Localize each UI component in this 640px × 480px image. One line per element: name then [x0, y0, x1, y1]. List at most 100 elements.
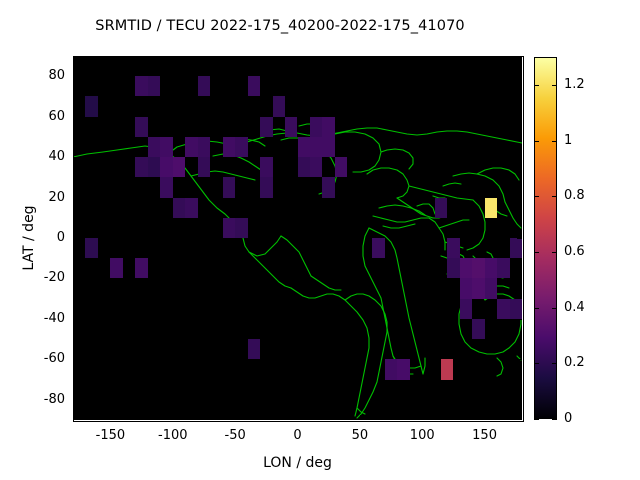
x-tick-mark	[297, 56, 299, 61]
heatmap-cell	[85, 96, 98, 117]
heatmap-cell	[260, 157, 273, 178]
x-tick-label: 150	[472, 428, 497, 443]
colorbar-tick-label: 0.6	[564, 243, 585, 259]
heatmap-cell	[372, 238, 385, 259]
y-tick-label: 60	[48, 108, 65, 124]
heatmap-cell	[185, 197, 198, 218]
heatmap-cell	[135, 116, 148, 137]
heatmap-cell	[235, 217, 248, 238]
heatmap-cell	[135, 76, 148, 97]
page-title: SRMTID / TECU 2022-175_40200-2022-175_41…	[95, 18, 465, 34]
colorbar-tick-mark	[534, 307, 539, 309]
heatmap-cell	[334, 157, 348, 178]
heatmap-cell	[185, 136, 198, 158]
heatmap-cell	[459, 278, 473, 299]
colorbar-tick-mark	[552, 419, 557, 420]
colorbar-tick-label: 0.4	[564, 299, 585, 315]
heatmap-cell	[197, 76, 211, 97]
y-tick-label: -60	[43, 351, 65, 367]
heatmap-cell	[110, 258, 123, 279]
heatmap-cell	[147, 157, 161, 178]
x-tick-label: 0	[293, 428, 302, 443]
x-tick-mark	[359, 415, 361, 420]
y-tick-label: -20	[43, 270, 65, 286]
colorbar-tick-mark	[552, 251, 557, 253]
heatmap-cell	[235, 136, 248, 158]
y-tick-mark	[517, 318, 522, 320]
colorbar-tick-label: 1.2	[564, 76, 585, 92]
heatmap-cell	[222, 177, 236, 198]
y-tick-mark	[73, 197, 78, 199]
x-tick-label: 50	[351, 428, 369, 443]
colorbar-tick-mark	[552, 196, 557, 198]
y-tick-mark	[73, 359, 78, 361]
y-tick-mark	[517, 76, 522, 78]
x-axis-title: LON / deg	[263, 455, 332, 471]
y-tick-mark	[517, 278, 522, 280]
y-tick-mark	[73, 157, 78, 159]
heatmap-cell	[322, 136, 335, 158]
heatmap-cell	[472, 318, 485, 340]
heatmap-cell	[397, 359, 410, 380]
x-tick-label: -100	[158, 428, 188, 443]
y-tick-mark	[73, 399, 78, 401]
heatmap-cell	[484, 197, 498, 218]
heatmap-cell	[322, 177, 335, 198]
y-tick-mark	[73, 238, 78, 239]
x-tick-mark	[172, 415, 174, 420]
heatmap-cell	[297, 157, 310, 178]
heatmap-cell	[197, 136, 211, 158]
heatmap-cell	[484, 258, 498, 279]
heatmap-cell	[147, 136, 161, 158]
colorbar-tick-mark	[552, 140, 557, 142]
colorbar-tick-mark	[534, 84, 539, 86]
colorbar-tick-mark	[534, 140, 539, 142]
y-tick-mark	[517, 359, 522, 361]
y-tick-mark	[73, 76, 78, 78]
colorbar-tick-label: 0	[564, 411, 573, 426]
y-tick-label: -40	[43, 310, 65, 326]
heatmap-cell	[85, 238, 98, 259]
heatmap-cell	[509, 298, 522, 319]
heatmap-cell	[247, 76, 261, 97]
heatmap-cell	[459, 298, 473, 319]
x-tick-mark	[484, 415, 486, 420]
heatmap-cell	[459, 258, 473, 279]
heatmap-cells	[73, 56, 522, 420]
y-tick-mark	[517, 157, 522, 159]
x-tick-mark	[235, 415, 237, 420]
heatmap-cell	[497, 298, 510, 319]
y-tick-mark	[517, 116, 522, 118]
heatmap-cell	[272, 96, 286, 117]
x-tick-label: 100	[409, 428, 435, 443]
y-tick-label: 0	[56, 230, 65, 245]
colorbar-tick-mark	[534, 363, 539, 365]
heatmap-cell	[135, 157, 148, 178]
heatmap-cell	[222, 217, 236, 238]
heatmap-cell	[509, 238, 522, 259]
heatmap-cell	[172, 197, 186, 218]
heatmap-cell	[309, 136, 323, 158]
colorbar	[534, 57, 557, 419]
y-tick-label: 40	[48, 149, 65, 165]
y-tick-mark	[517, 238, 522, 239]
heatmap-cell	[260, 116, 273, 137]
x-tick-mark	[297, 415, 299, 420]
heatmap-cell	[497, 258, 510, 279]
colorbar-tick-mark	[534, 251, 539, 253]
y-tick-mark	[517, 197, 522, 199]
x-tick-label: -150	[95, 428, 126, 443]
colorbar-gradient	[534, 57, 557, 419]
colorbar-tick-label: 0.2	[564, 355, 585, 371]
heatmap-cell	[260, 177, 273, 198]
heatmap-cell	[484, 278, 498, 299]
y-tick-mark	[73, 318, 78, 320]
heatmap-cell	[434, 197, 448, 218]
heatmap-cell	[222, 136, 236, 158]
x-tick-mark	[110, 415, 112, 420]
heatmap-cell	[147, 76, 161, 97]
colorbar-tick-mark	[534, 419, 539, 420]
x-tick-mark	[422, 56, 424, 61]
colorbar-tick-mark	[552, 84, 557, 86]
